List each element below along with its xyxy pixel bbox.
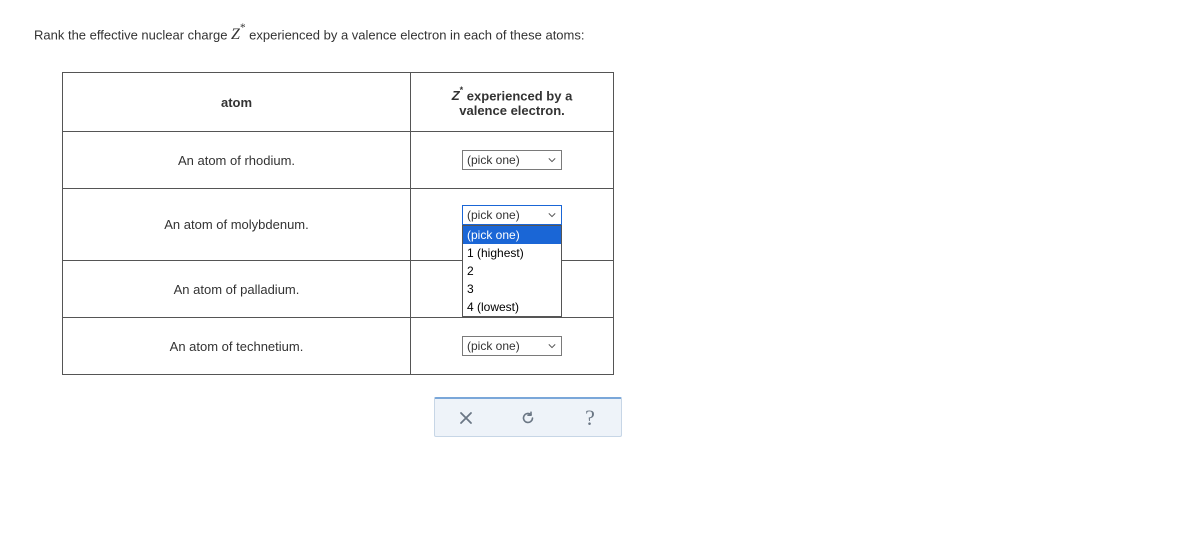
select-value: (pick one)	[467, 208, 520, 222]
close-icon	[458, 410, 474, 426]
atom-cell: An atom of technetium.	[63, 318, 411, 375]
header-zstar: Z* experienced by a valence electron.	[411, 73, 614, 132]
header-atom: atom	[63, 73, 411, 132]
header-z-line2: valence electron.	[459, 103, 565, 118]
chevron-down-icon	[545, 339, 559, 353]
option-4-lowest[interactable]: 4 (lowest)	[463, 298, 561, 316]
rank-select-molybdenum[interactable]: (pick one)	[462, 205, 562, 225]
option-2[interactable]: 2	[463, 262, 561, 280]
reset-button[interactable]	[516, 406, 540, 430]
table-row: An atom of technetium. (pick one)	[63, 318, 614, 375]
atom-cell: An atom of molybdenum.	[63, 189, 411, 261]
header-z-rest1: experienced by a	[463, 88, 572, 103]
chevron-down-icon	[545, 153, 559, 167]
prompt-text-after: experienced by a valence electron in eac…	[246, 27, 585, 42]
atom-cell: An atom of rhodium.	[63, 132, 411, 189]
reset-icon	[520, 410, 536, 426]
question-prompt: Rank the effective nuclear charge Z* exp…	[34, 24, 1161, 44]
answer-toolbar: ?	[434, 397, 622, 437]
help-icon: ?	[585, 405, 595, 431]
option-3[interactable]: 3	[463, 280, 561, 298]
rank-select-technetium[interactable]: (pick one)	[462, 336, 562, 356]
chevron-down-icon	[545, 208, 559, 222]
help-button[interactable]: ?	[578, 406, 602, 430]
atom-cell: An atom of palladium.	[63, 261, 411, 318]
select-value: (pick one)	[467, 153, 520, 167]
table-row: An atom of rhodium. (pick one)	[63, 132, 614, 189]
option-pick-one[interactable]: (pick one)	[463, 226, 561, 244]
clear-button[interactable]	[454, 406, 478, 430]
header-z-symbol: Z*	[452, 88, 464, 103]
prompt-text-before: Rank the effective nuclear charge	[34, 27, 231, 42]
option-1-highest[interactable]: 1 (highest)	[463, 244, 561, 262]
select-value: (pick one)	[467, 339, 520, 353]
ranking-table: atom Z* experienced by a valence electro…	[62, 72, 614, 375]
rank-select-rhodium[interactable]: (pick one)	[462, 150, 562, 170]
table-row: An atom of molybdenum. (pick one) (pick …	[63, 189, 614, 261]
rank-select-options: (pick one) 1 (highest) 2 3 4 (lowest)	[462, 225, 562, 317]
z-star-symbol: Z*	[231, 26, 246, 43]
